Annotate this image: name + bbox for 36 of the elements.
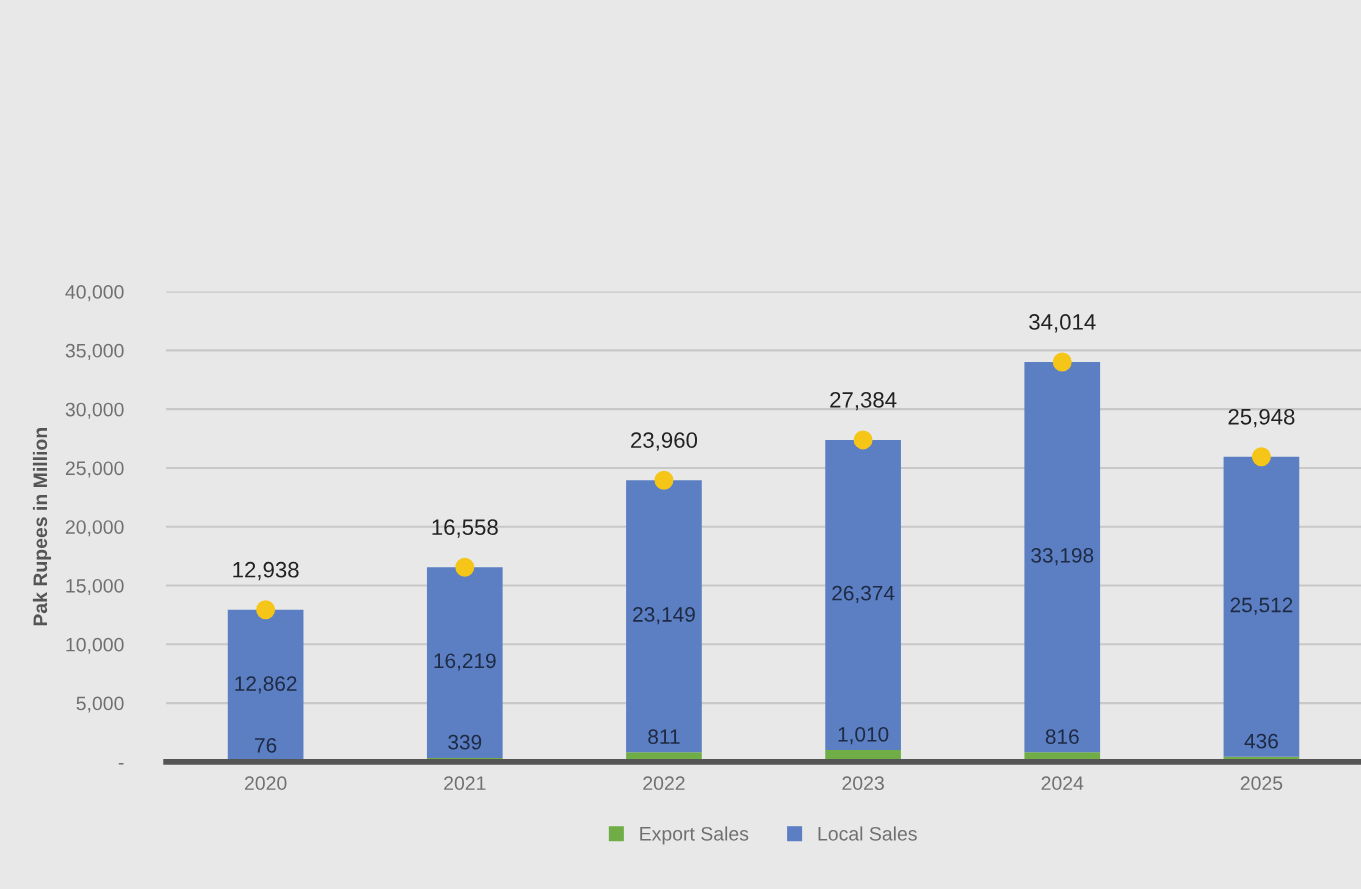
data-label: 25,948 <box>1228 408 1295 428</box>
y-axis-title: Pak Rupees in Million <box>32 427 52 626</box>
data-label: 12,938 <box>233 561 299 581</box>
y-tick-label: 25,000 <box>65 461 124 478</box>
x-tick-label: 2020 <box>244 776 287 791</box>
x-tick-label: 2025 <box>1240 776 1283 791</box>
data-label: 436 <box>1244 733 1278 749</box>
data-label: 23,960 <box>631 432 698 451</box>
data-label: 26,374 <box>832 585 895 604</box>
y-tick-label: 5,000 <box>76 696 124 713</box>
x-tick-label: 2021 <box>444 776 486 791</box>
legend-label: Export Sales <box>640 826 749 845</box>
data-label: 816 <box>1045 729 1079 744</box>
data-label: 33,198 <box>1031 547 1094 566</box>
data-label: 339 <box>448 734 482 750</box>
y-tick-label: 15,000 <box>66 578 124 596</box>
legend-label: Local Sales <box>818 826 917 841</box>
y-tick-label: 20,000 <box>65 520 124 537</box>
data-label: 34,014 <box>1029 314 1096 333</box>
data-label: 12,862 <box>235 676 297 694</box>
y-tick-label: 35,000 <box>65 343 124 360</box>
y-tick-label: 30,000 <box>65 402 124 419</box>
data-label: 811 <box>648 729 680 745</box>
x-tick-label: 2023 <box>842 776 884 791</box>
data-label: 25,512 <box>1230 597 1293 615</box>
data-label: 76 <box>255 737 277 753</box>
y-tick-label: 40,000 <box>65 285 124 302</box>
data-label: 27,384 <box>830 392 897 411</box>
x-tick-label: 2022 <box>643 776 685 791</box>
data-label: 23,149 <box>633 607 695 625</box>
data-label: 1,010 <box>838 726 889 745</box>
y-tick-label: 10,000 <box>66 637 124 654</box>
x-tick-label: 2024 <box>1041 776 1084 791</box>
data-label: 16,558 <box>432 519 498 538</box>
y-tick-label: - <box>118 762 124 765</box>
data-label: 16,219 <box>434 653 496 671</box>
